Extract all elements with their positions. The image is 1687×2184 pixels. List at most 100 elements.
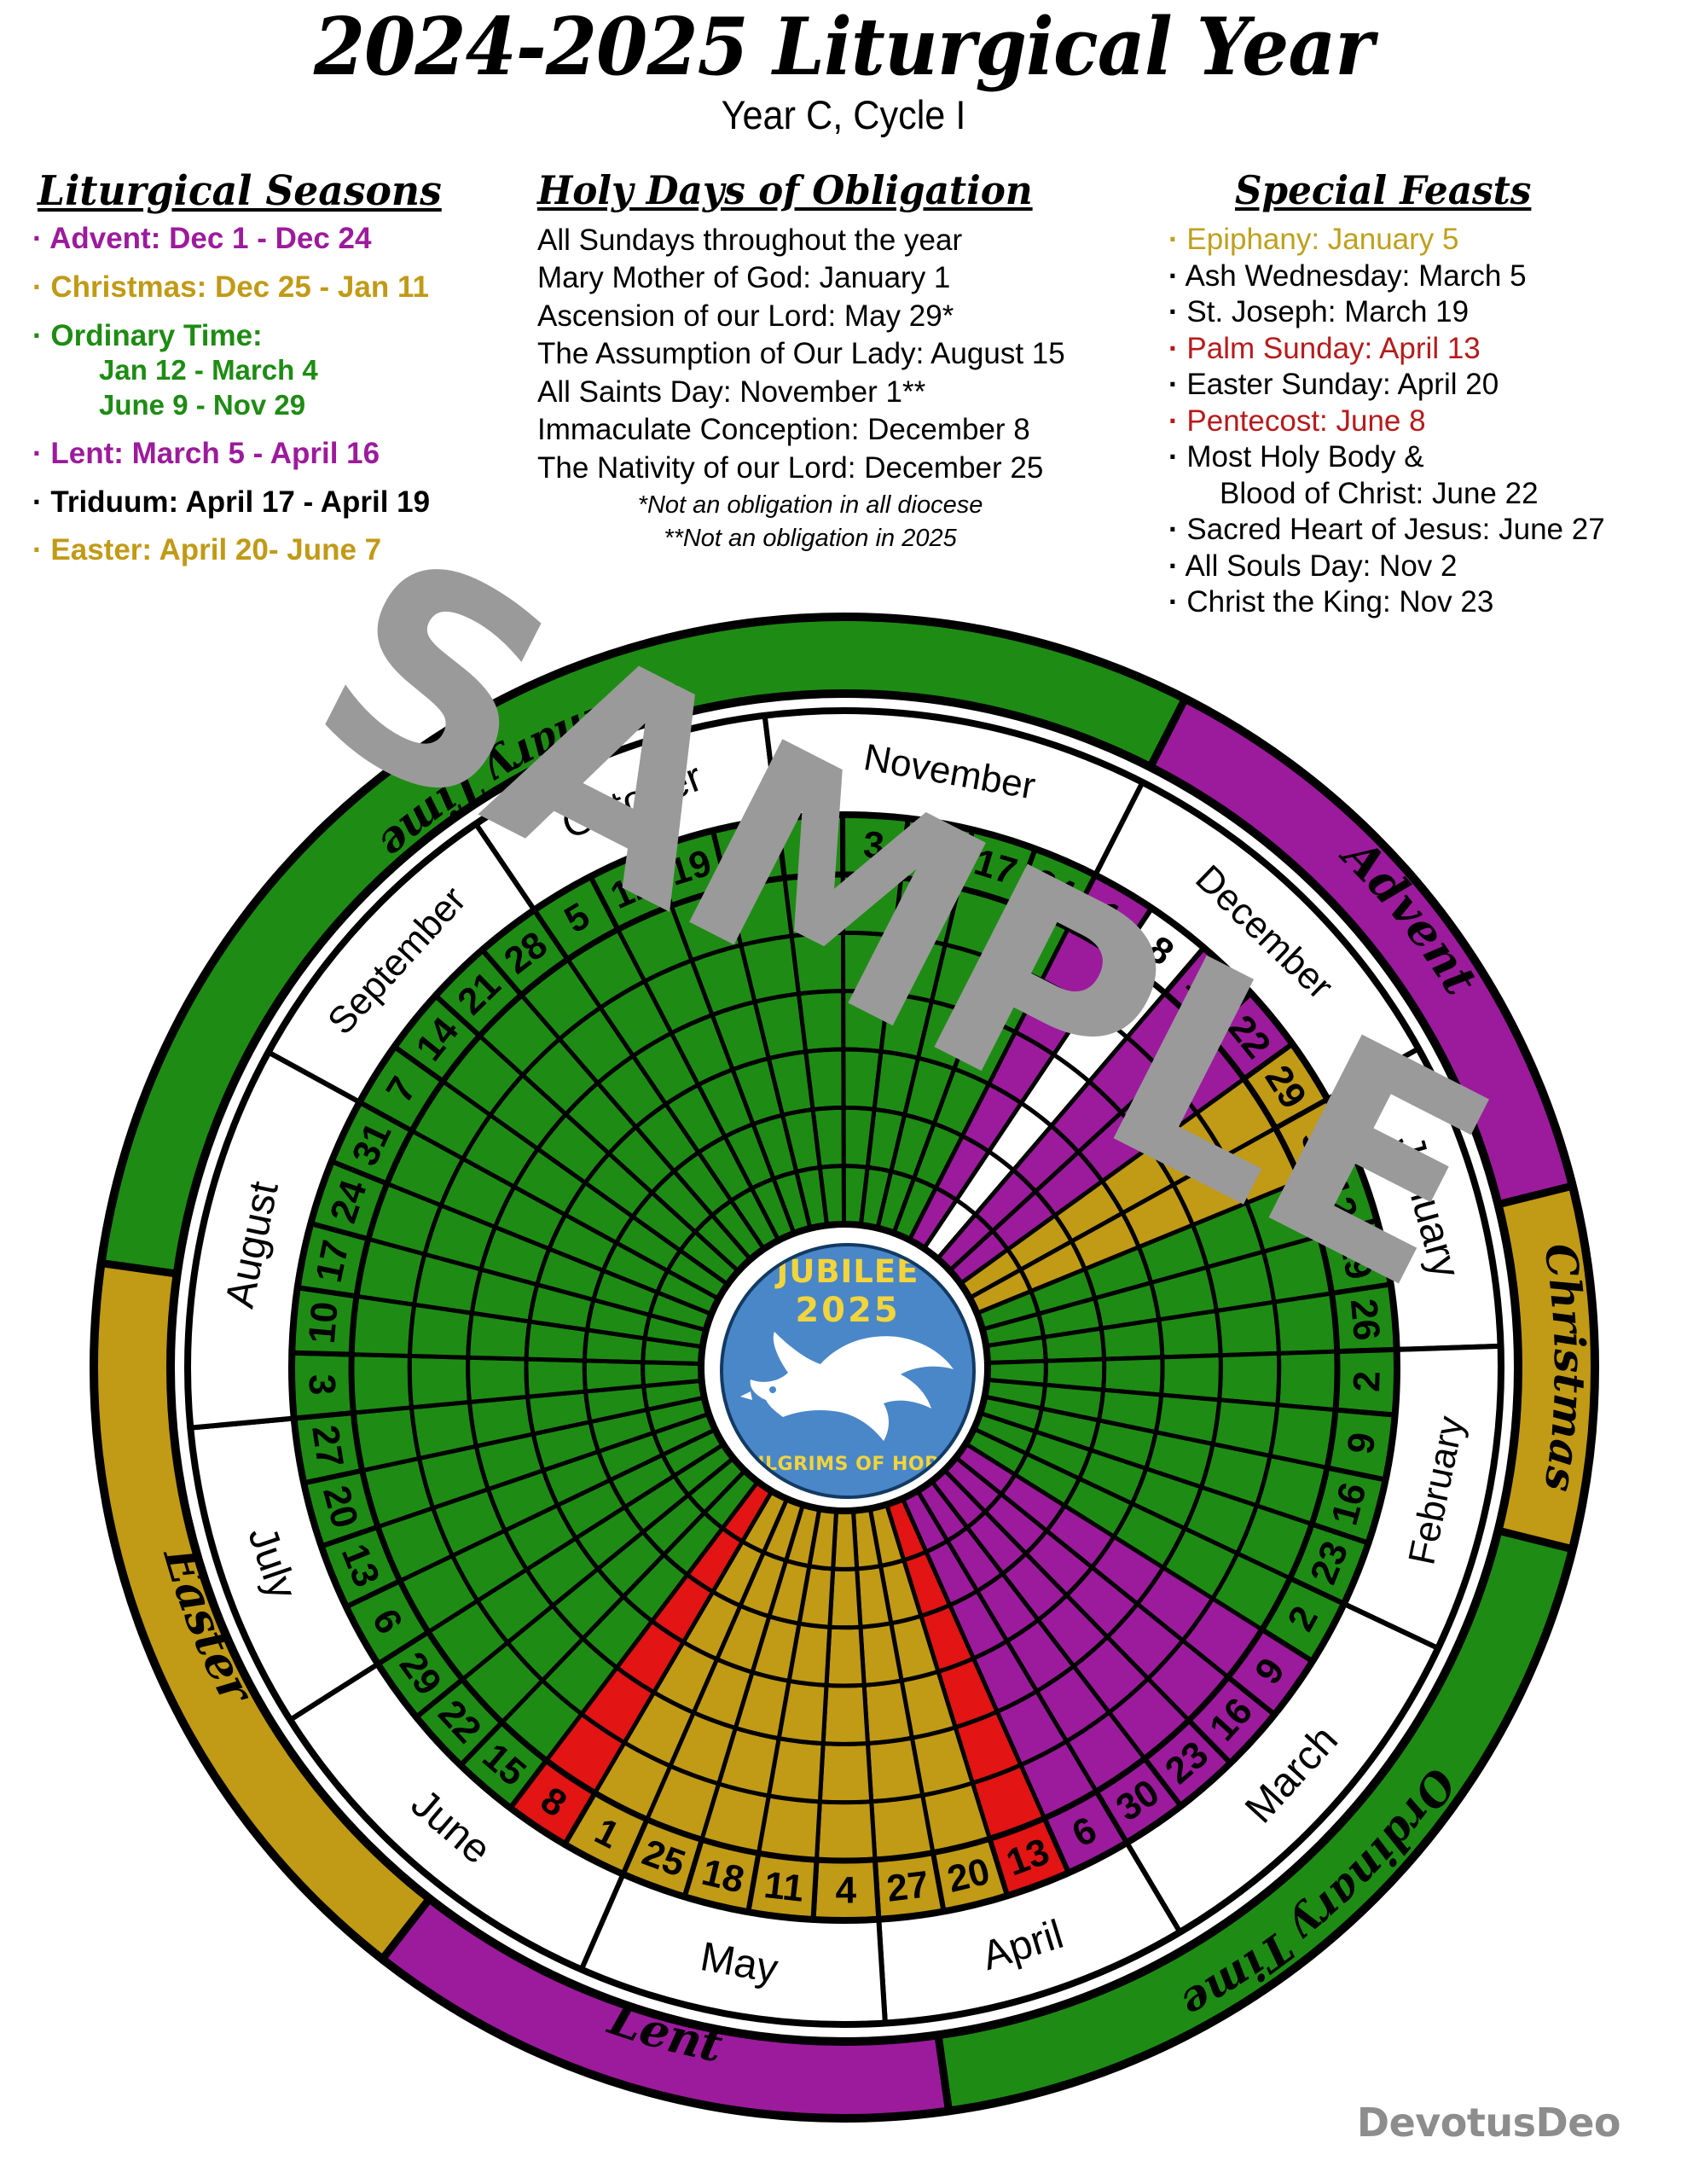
day-cell (861, 1678, 915, 1746)
feast-label: Sacred Heart of Jesus: June 27 (1186, 513, 1605, 547)
ordinary-time-subline-2: June 9 - Nov 29 (32, 390, 510, 421)
bullet-icon: · (1168, 585, 1179, 619)
holy-days-footnote-2: **Not an obligation in 2025 (664, 524, 957, 552)
feast-label: Pentecost: June 8 (1186, 404, 1426, 438)
day-cell (1214, 1299, 1281, 1358)
season-label: Christmas: Dec 25 - Jan 11 (50, 270, 429, 304)
day-cell (865, 1735, 925, 1804)
jubilee-logo-title: JUBILEE (776, 1253, 919, 1290)
feast-label: Epiphany: January 5 (1186, 223, 1459, 256)
day-cell (409, 1399, 479, 1461)
week-number: 27 (884, 1863, 931, 1910)
page-title: 2024-2025 Liturgical Year (313, 0, 1374, 93)
bullet-icon: · (32, 485, 43, 519)
feast-label: Most Holy Body & (1186, 440, 1424, 474)
week-number: 17 (308, 1237, 357, 1287)
day-cell (803, 1047, 846, 1112)
day-cell (782, 872, 845, 938)
bullet-icon: · (1168, 223, 1179, 256)
feast-label: Palm Sunday: April 13 (1186, 331, 1481, 365)
day-cell (641, 1360, 704, 1389)
holy-day-item: All Saints Day: November 1** (537, 375, 926, 409)
feast-label: Christ the King: Nov 23 (1186, 585, 1494, 619)
bullet-icon: · (1168, 258, 1179, 293)
page-header: 2024-2025 Liturgical Year Year C, Cycle … (0, 0, 1687, 138)
liturgical-seasons-list: · Advent: Dec 1 - Dec 24 · Christmas: De… (32, 222, 510, 567)
feast-label: St. Joseph: March 19 (1186, 295, 1470, 329)
week-number: 2 (800, 824, 823, 867)
bullet-icon: · (1168, 440, 1179, 474)
page-subtitle: Year C, Cycle I (721, 92, 966, 137)
jubilee-logo: JUBILEE 2025 PILGRIMS OF HOPE (720, 1243, 976, 1499)
bullet-icon: · (1168, 513, 1179, 547)
week-number: 26 (726, 828, 774, 877)
day-cell (869, 1792, 936, 1862)
season-item-lent: · Lent: March 5 - April 16 (32, 438, 510, 470)
feast-item-christ-the-king: · Christ the King: Nov 23 (1168, 584, 1680, 621)
liturgical-calendar-wheel: Advent Christmas Ordinary Time Lent Easter Or… (90, 613, 1599, 2123)
jubilee-logo-year: 2025 (795, 1291, 901, 1330)
day-cell (824, 1624, 867, 1688)
week-number: 20 (943, 1850, 994, 1901)
week-number: 4 (836, 1869, 857, 1911)
special-feasts-list: · Epiphany: January 5 · Ash Wednesday: M… (1168, 222, 1680, 621)
feast-item-epiphany: · Epiphany: January 5 (1168, 222, 1680, 258)
feast-label: All Souls Day: Nov 2 (1185, 549, 1458, 583)
week-number: 2 (1346, 1370, 1388, 1392)
day-cell (407, 1353, 472, 1410)
week-number: 27 (304, 1422, 351, 1470)
week-number: 26 (1342, 1297, 1388, 1342)
feast-item-corpus-christi-continuation: Blood of Christ: June 22 (1168, 476, 1680, 513)
holy-day-item: The Assumption of Our Lady: August 15 (537, 337, 1065, 371)
day-cell (814, 1799, 878, 1863)
feast-item-ash-wednesday: · Ash Wednesday: March 5 (1168, 258, 1680, 295)
feast-item-palm-sunday: · Palm Sunday: April 13 (1168, 331, 1680, 368)
wheel-outline-circle (348, 871, 1341, 1864)
holy-day-item: Immaculate Conception: December 8 (537, 413, 1030, 447)
feast-item-pentecost: · Pentecost: June 8 (1168, 404, 1680, 440)
day-cell (840, 872, 904, 938)
liturgical-seasons-column: Liturgical Seasons · Advent: Dec 1 - Dec… (32, 167, 510, 584)
feast-item-all-souls: · All Souls Day: Nov 2 (1168, 549, 1680, 585)
day-cell (1099, 1316, 1165, 1362)
day-cell (1156, 1308, 1223, 1360)
info-columns: Liturgical Seasons · Advent: Dec 1 - Dec… (0, 167, 1687, 619)
day-cell (466, 1355, 530, 1405)
bullet-icon: · (32, 318, 43, 352)
bullet-icon: · (1168, 331, 1179, 365)
day-cell (349, 1352, 415, 1415)
holy-days-list: All Sundays throughout the year Mary Mot… (537, 222, 1134, 487)
day-cell (789, 930, 846, 996)
holy-day-item: All Sundays throughout the year (537, 224, 963, 257)
holy-day-item: Mary Mother of God: January 1 (537, 261, 951, 295)
week-number: 3 (300, 1374, 343, 1396)
special-feasts-heading: Special Feasts (1235, 167, 1532, 213)
wheel-outline-circle (90, 613, 1599, 2123)
holy-days-heading: Holy Days of Obligation (537, 167, 1033, 213)
holy-day-item: The Nativity of our Lord: December 25 (537, 450, 1044, 485)
special-feasts-column: Special Feasts · Epiphany: January 5 · A… (1168, 167, 1680, 621)
season-subline: June 9 - Nov 29 (99, 389, 306, 421)
week-number: 19 (1330, 1234, 1380, 1283)
day-cell (1158, 1353, 1223, 1403)
bullet-icon: · (1168, 404, 1179, 438)
season-label: Ordinary Time: (50, 318, 263, 352)
day-cell (1272, 1291, 1340, 1356)
wheel-outline-circle (698, 1221, 991, 1514)
season-label: Advent: Dec 1 - Dec 24 (49, 222, 372, 255)
holy-day-item: Ascension of our Lord: May 29* (537, 299, 954, 333)
day-cell (524, 1356, 588, 1399)
season-item-advent: · Advent: Dec 1 - Dec 24 (32, 222, 510, 255)
day-cell (810, 1105, 846, 1170)
season-item-easter: · Easter: April 20- June 7 (32, 533, 510, 567)
liturgical-seasons-heading: Liturgical Seasons (38, 167, 442, 215)
bullet-icon: · (1168, 295, 1179, 329)
day-cell (1275, 1349, 1340, 1413)
season-label: Easter: April 20- June 7 (50, 533, 382, 567)
wheel-outline-circle (288, 811, 1400, 1924)
week-number: 10 (911, 828, 959, 877)
feast-label: Ash Wednesday: March 5 (1185, 258, 1527, 293)
feast-label: Easter Sunday: April 20 (1186, 368, 1499, 402)
season-item-christmas: · Christmas: Dec 25 - Jan 11 (32, 270, 510, 304)
